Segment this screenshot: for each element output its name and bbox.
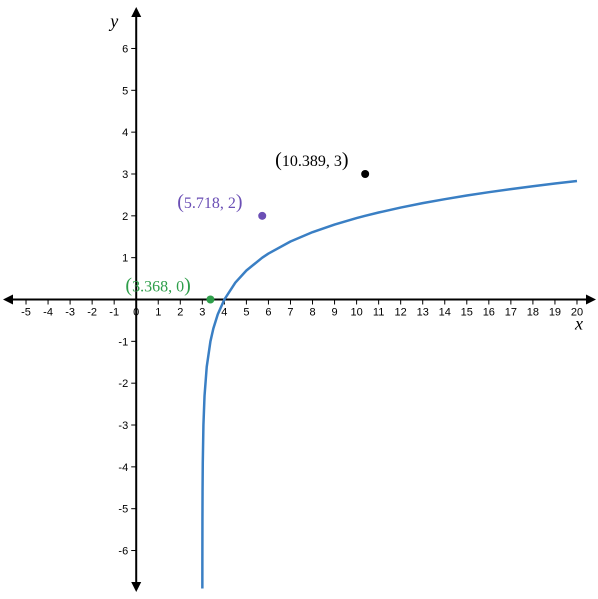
x-tick-label: 9 <box>331 307 337 319</box>
x-tick-label: 1 <box>155 307 161 319</box>
y-tick-label: -2 <box>118 378 128 390</box>
x-tick-label: -1 <box>109 307 119 319</box>
y-tick-label: 2 <box>122 211 128 223</box>
x-tick-label: -4 <box>43 307 53 319</box>
point-label: (10.389, 3) <box>275 149 348 171</box>
x-tick-label: 5 <box>243 307 249 319</box>
point-label: (5.718, 2) <box>177 191 242 213</box>
x-tick-label: 13 <box>417 307 429 319</box>
x-tick-label: 8 <box>309 307 315 319</box>
y-tick-label: 6 <box>122 43 128 55</box>
x-tick-label: 2 <box>177 307 183 319</box>
point-label: (3.368, 0) <box>125 275 190 297</box>
x-tick-label: 0 <box>133 307 139 319</box>
y-tick-label: 3 <box>122 169 128 181</box>
x-tick-label: 10 <box>350 307 362 319</box>
y-tick-label: 4 <box>122 127 128 139</box>
x-tick-label: -3 <box>65 307 75 319</box>
x-tick-label: 15 <box>461 307 473 319</box>
data-point <box>361 170 369 178</box>
y-tick-label: 5 <box>122 85 128 97</box>
x-tick-label: 7 <box>287 307 293 319</box>
y-tick-label: -4 <box>118 462 128 474</box>
y-tick-label: 1 <box>122 253 128 265</box>
x-tick-label: 6 <box>265 307 271 319</box>
x-tick-label: 3 <box>199 307 205 319</box>
x-tick-label: 19 <box>549 307 561 319</box>
x-tick-label: 18 <box>527 307 539 319</box>
y-tick-label: -3 <box>118 420 128 432</box>
x-axis-label: x <box>574 314 583 334</box>
data-point <box>258 212 266 220</box>
log-chart: -5-4-3-2-1012345678910111213141516171819… <box>0 0 598 599</box>
y-tick-label: -1 <box>118 336 128 348</box>
y-axis-label: y <box>108 11 118 31</box>
y-tick-label: -6 <box>118 546 128 558</box>
x-tick-label: -2 <box>87 307 97 319</box>
x-tick-label: 16 <box>483 307 495 319</box>
x-tick-label: 17 <box>505 307 517 319</box>
x-tick-label: 12 <box>395 307 407 319</box>
y-tick-label: -5 <box>118 504 128 516</box>
x-tick-label: -5 <box>21 307 31 319</box>
x-tick-label: 14 <box>439 307 451 319</box>
x-tick-label: 11 <box>373 307 384 319</box>
x-tick-label: 4 <box>221 307 227 319</box>
data-point <box>206 296 214 304</box>
